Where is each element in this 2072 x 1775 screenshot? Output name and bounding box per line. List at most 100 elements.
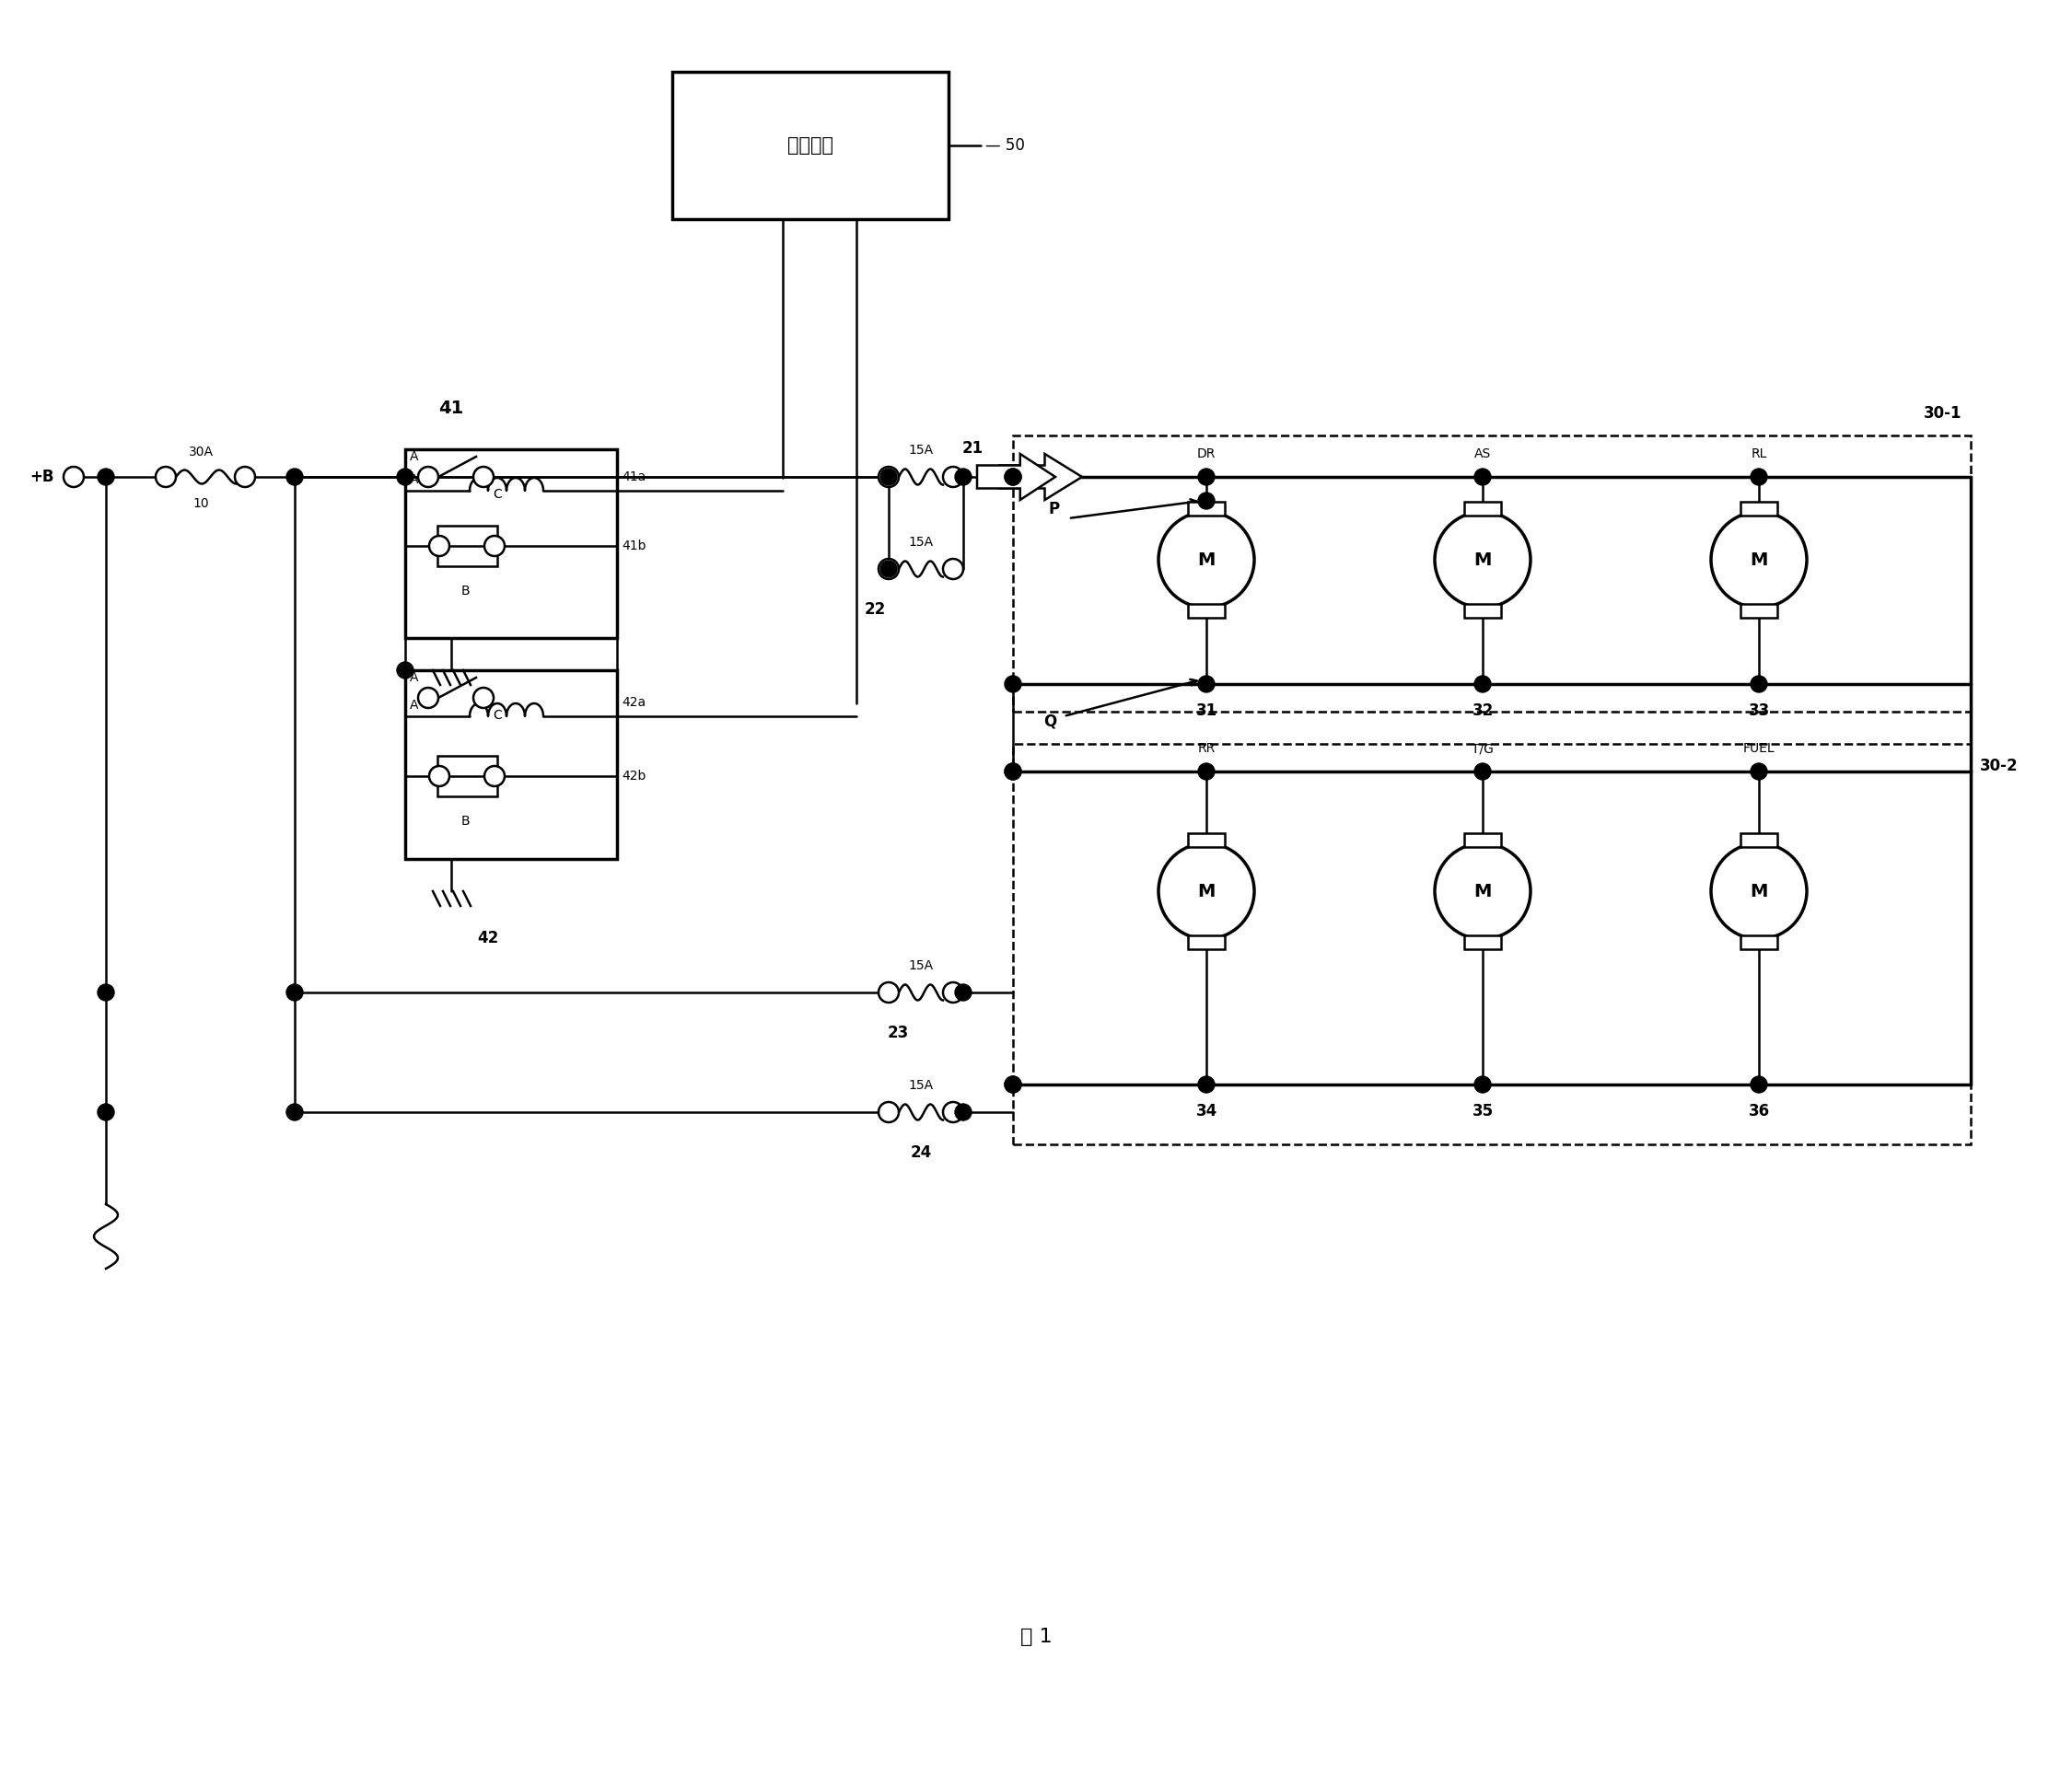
Circle shape: [955, 983, 972, 1001]
Circle shape: [943, 467, 963, 486]
Bar: [1465, 935, 1500, 950]
Circle shape: [286, 983, 303, 1001]
Circle shape: [879, 559, 899, 579]
Text: +B: +B: [29, 469, 54, 485]
Text: DR: DR: [1198, 447, 1216, 460]
Circle shape: [1751, 763, 1767, 779]
Circle shape: [1198, 676, 1214, 692]
Bar: [437, 525, 497, 566]
Text: 35: 35: [1471, 1102, 1494, 1120]
Circle shape: [943, 1102, 963, 1122]
Circle shape: [1158, 843, 1254, 939]
Circle shape: [485, 536, 506, 556]
Text: 23: 23: [887, 1024, 908, 1042]
Circle shape: [485, 767, 506, 786]
Circle shape: [1475, 1076, 1492, 1093]
Text: 36: 36: [1749, 1102, 1769, 1120]
Circle shape: [881, 469, 897, 485]
Bar: [1740, 935, 1778, 950]
Bar: [1465, 604, 1500, 618]
Circle shape: [1005, 763, 1021, 779]
Bar: [1187, 604, 1225, 618]
Text: M: M: [1198, 550, 1216, 568]
Circle shape: [155, 467, 176, 486]
Text: A: A: [410, 671, 419, 683]
Circle shape: [1198, 492, 1214, 509]
Text: M: M: [1751, 550, 1767, 568]
Bar: [1013, 435, 1970, 712]
Circle shape: [429, 536, 450, 556]
Circle shape: [1711, 511, 1807, 607]
Circle shape: [879, 467, 899, 486]
Text: B: B: [460, 584, 470, 598]
Circle shape: [1475, 676, 1492, 692]
Circle shape: [97, 469, 114, 485]
Circle shape: [1198, 1076, 1214, 1093]
Text: 15A: 15A: [908, 444, 932, 456]
Circle shape: [1751, 1076, 1767, 1093]
Circle shape: [955, 1104, 972, 1120]
Circle shape: [64, 467, 83, 486]
Circle shape: [879, 982, 899, 1003]
Text: 42a: 42a: [622, 696, 646, 708]
Text: Q: Q: [1044, 712, 1057, 730]
Text: A: A: [410, 451, 419, 463]
Circle shape: [1005, 469, 1021, 485]
Circle shape: [1434, 511, 1531, 607]
Text: 15A: 15A: [908, 958, 932, 973]
Polygon shape: [999, 454, 1082, 501]
Bar: [671, 71, 949, 218]
Circle shape: [286, 1104, 303, 1120]
Text: 32: 32: [1471, 703, 1494, 719]
Bar: [437, 756, 497, 797]
Text: 21: 21: [961, 440, 984, 456]
Text: B: B: [460, 815, 470, 827]
Circle shape: [1005, 676, 1021, 692]
Circle shape: [472, 467, 493, 486]
Text: — 50: — 50: [986, 137, 1026, 154]
Circle shape: [943, 982, 963, 1003]
Text: A: A: [410, 474, 419, 486]
Text: 控制单元: 控制单元: [787, 137, 833, 154]
Text: 31: 31: [1196, 703, 1216, 719]
Circle shape: [429, 767, 450, 786]
Polygon shape: [978, 454, 1055, 501]
Bar: [1187, 502, 1225, 515]
Bar: [1740, 502, 1778, 515]
Circle shape: [1198, 469, 1214, 485]
Text: AS: AS: [1475, 447, 1492, 460]
Text: 30-2: 30-2: [1981, 758, 2018, 774]
Text: RR: RR: [1198, 742, 1214, 754]
Circle shape: [472, 687, 493, 708]
Text: 41a: 41a: [622, 470, 646, 483]
Bar: [1465, 832, 1500, 847]
Bar: [1740, 832, 1778, 847]
Bar: [406, 449, 617, 637]
Text: 41: 41: [439, 399, 464, 417]
Text: 34: 34: [1196, 1102, 1216, 1120]
Text: FUEL: FUEL: [1743, 742, 1776, 754]
Text: 42: 42: [477, 930, 499, 946]
Circle shape: [1475, 763, 1492, 779]
Circle shape: [955, 469, 972, 485]
Circle shape: [943, 559, 963, 579]
Circle shape: [1005, 763, 1021, 779]
Bar: [406, 671, 617, 859]
Bar: [1013, 744, 1970, 1145]
Text: 33: 33: [1749, 703, 1769, 719]
Text: A: A: [410, 699, 419, 712]
Text: 15A: 15A: [908, 536, 932, 548]
Circle shape: [1475, 469, 1492, 485]
Circle shape: [1434, 843, 1531, 939]
Circle shape: [97, 1104, 114, 1120]
Circle shape: [398, 469, 414, 485]
Text: 30-1: 30-1: [1923, 405, 1962, 422]
Text: 41b: 41b: [622, 540, 646, 552]
Text: M: M: [1198, 882, 1216, 900]
Bar: [1465, 502, 1500, 515]
Bar: [1187, 832, 1225, 847]
Text: 22: 22: [864, 602, 885, 618]
Circle shape: [1005, 1076, 1021, 1093]
Circle shape: [1158, 511, 1254, 607]
Circle shape: [419, 467, 439, 486]
